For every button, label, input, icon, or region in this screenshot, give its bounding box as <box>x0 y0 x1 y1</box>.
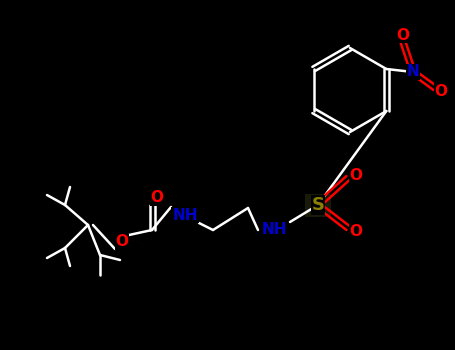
Text: N: N <box>407 64 420 79</box>
Text: NH: NH <box>172 208 198 223</box>
Text: O: O <box>349 168 363 182</box>
Bar <box>305 194 331 217</box>
Text: O: O <box>151 190 163 205</box>
Text: O: O <box>116 234 128 250</box>
Text: O: O <box>349 224 363 238</box>
Text: NH: NH <box>261 223 287 238</box>
Text: S: S <box>312 196 324 214</box>
Text: O: O <box>435 84 448 98</box>
Text: O: O <box>396 28 410 42</box>
